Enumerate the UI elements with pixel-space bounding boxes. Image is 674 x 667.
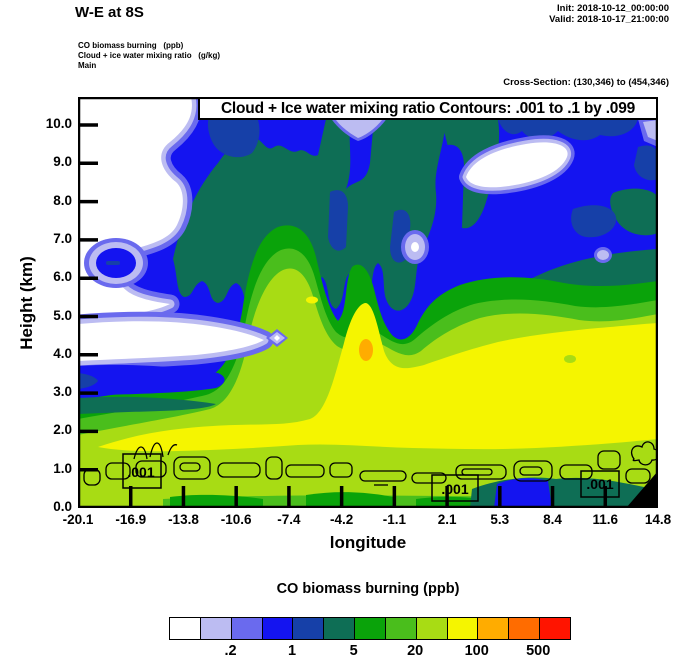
orange-maximum [359,339,373,361]
y-tick-label: 9.0 [53,154,72,170]
colorbar-cell-lavender [200,618,232,639]
run-time-info: Init: 2018-10-12_00:00:00 Valid: 2018-10… [549,3,669,25]
contour-label-box [580,470,620,498]
cloud-contours [83,441,658,486]
colorbar-cell-mgreen [385,618,417,639]
axis-ticks [78,123,658,508]
contour-label-box [122,453,162,489]
x-tick-label: -13.8 [168,512,199,527]
x-tick-label: -1.1 [382,512,406,527]
terrain-mask [626,471,658,508]
x-tick-label: 14.8 [644,512,672,527]
contour-label: .001 [127,464,154,480]
x-tick-label: 11.6 [592,512,619,527]
x-tick-label: -20.1 [62,512,94,527]
x-tick-label: -16.9 [115,512,147,527]
contour-label-box [431,474,479,502]
small-pockets [84,115,658,347]
colorbar-cell-yellow [447,618,479,639]
x-tick-label: 5.3 [490,512,510,527]
init-time: Init: 2018-10-12_00:00:00 [557,3,669,14]
y-tick-label: 7.0 [53,230,72,246]
y-tick-label: 6.0 [53,269,72,285]
colorbar-cell-green [355,618,386,639]
x-tick-label: -10.6 [220,512,252,527]
colorbar-tick-label: 1 [288,643,297,659]
colorbar-cell-navy [293,618,325,639]
colorbar-cell-orange [478,618,510,639]
y-tick-label: 0.0 [53,499,72,514]
colorbar-tick-label: 20 [407,643,424,659]
contour-label: .001 [586,476,613,492]
colorbar-tick-label: 5 [349,643,358,659]
x-tick-label: -4.2 [329,512,354,527]
y-tick-label: 3.0 [53,384,72,400]
layer-shaded: CO biomass burning (ppb) [78,41,184,50]
colorbar-cell-purple [231,618,263,639]
colorbar-cell-teal [324,618,356,639]
x-tick-label: -7.4 [277,512,301,527]
layer-list: CO biomass burning (ppb) Cloud + ice wat… [78,41,220,71]
y-tick-label: 5.0 [53,307,72,323]
upper-right-white-hole [466,142,568,188]
cross-section-info: Cross-Section: (130,346) to (454,346) [503,77,669,88]
contour-plot: .001.001.001 [78,97,658,508]
x-axis-title: longitude [329,533,407,552]
y-tick-label: 4.0 [53,345,72,361]
colorbar-tick-label: 500 [526,643,551,659]
y-tick-label: 2.0 [53,422,72,438]
below-wedge-bands [78,364,225,414]
colorbar-cell-dorange [509,618,541,639]
y-tick-label: 10.0 [45,116,72,131]
colorbar-cell-red [540,618,570,639]
layer-domain: Main [78,61,97,70]
y-tick-label: 8.0 [53,192,72,208]
x-tick-label: 8.4 [543,512,562,527]
colorbar-cell-ygreen [416,618,448,639]
plot-title-box: Cloud + Ice water mixing ratio Contours:… [198,97,658,120]
colorbar-tick-label: 100 [464,643,489,659]
y-tick-label: 1.0 [53,460,72,476]
colorbar-title: CO biomass burning (ppb) [276,581,460,597]
colorbar-cell-white [170,618,201,639]
page-title: W-E at 8S [75,4,144,21]
surface-blue-minimum [494,478,552,508]
layer-contour: Cloud + ice water mixing ratio (g/kg) [78,51,221,60]
colorbar-cell-blue [262,618,294,639]
colorbar-tick-label: .2 [224,643,237,659]
x-tick-label: 2.1 [437,512,457,527]
valid-time: Valid: 2018-10-17_21:00:00 [549,14,669,25]
colorbar [169,617,571,640]
